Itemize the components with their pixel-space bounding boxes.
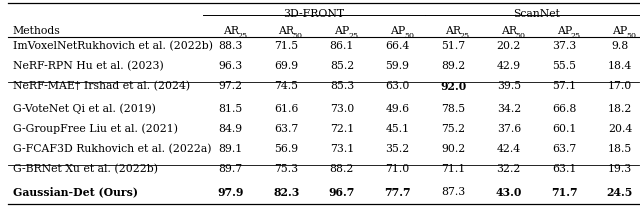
- Text: 71.5: 71.5: [275, 41, 298, 51]
- Text: 63.1: 63.1: [552, 164, 577, 174]
- Text: 97.9: 97.9: [218, 187, 244, 198]
- Text: 74.5: 74.5: [275, 81, 298, 91]
- Text: NeRF-RPN Hu et al. (2023): NeRF-RPN Hu et al. (2023): [13, 61, 164, 71]
- Text: G-FCAF3D Rukhovich et al. (2022a): G-FCAF3D Rukhovich et al. (2022a): [13, 144, 211, 154]
- Text: 19.3: 19.3: [608, 164, 632, 174]
- Text: 71.0: 71.0: [385, 164, 410, 174]
- Text: 25: 25: [348, 32, 358, 40]
- Text: 66.4: 66.4: [385, 41, 410, 51]
- Text: 66.8: 66.8: [552, 104, 577, 114]
- Text: 63.0: 63.0: [385, 81, 410, 91]
- Text: 9.8: 9.8: [611, 41, 628, 51]
- Text: AP: AP: [612, 26, 628, 36]
- Text: 55.5: 55.5: [552, 61, 577, 71]
- Text: 77.7: 77.7: [384, 187, 411, 198]
- Text: 20.4: 20.4: [608, 124, 632, 134]
- Text: G-VoteNet Qi et al. (2019): G-VoteNet Qi et al. (2019): [13, 104, 156, 114]
- Text: 96.3: 96.3: [219, 61, 243, 71]
- Text: ScanNet: ScanNet: [513, 9, 560, 19]
- Text: AP: AP: [390, 26, 405, 36]
- Text: 78.5: 78.5: [441, 104, 465, 114]
- Text: AR: AR: [445, 26, 461, 36]
- Text: 32.2: 32.2: [497, 164, 521, 174]
- Text: 57.1: 57.1: [552, 81, 577, 91]
- Text: 39.5: 39.5: [497, 81, 521, 91]
- Text: G-GroupFree Liu et al. (2021): G-GroupFree Liu et al. (2021): [13, 124, 178, 134]
- Text: 81.5: 81.5: [219, 104, 243, 114]
- Text: 92.0: 92.0: [440, 81, 467, 92]
- Text: 56.9: 56.9: [275, 144, 298, 154]
- Text: 49.6: 49.6: [385, 104, 410, 114]
- Text: 63.7: 63.7: [274, 124, 298, 134]
- Text: 50: 50: [404, 32, 414, 40]
- Text: 96.7: 96.7: [329, 187, 355, 198]
- Text: 45.1: 45.1: [385, 124, 410, 134]
- Text: 69.9: 69.9: [275, 61, 298, 71]
- Text: 34.2: 34.2: [497, 104, 521, 114]
- Text: 97.2: 97.2: [219, 81, 243, 91]
- Text: 37.3: 37.3: [552, 41, 577, 51]
- Text: 18.2: 18.2: [608, 104, 632, 114]
- Text: 20.2: 20.2: [497, 41, 521, 51]
- Text: 89.2: 89.2: [441, 61, 465, 71]
- Text: 35.2: 35.2: [385, 144, 410, 154]
- Text: 71.1: 71.1: [441, 164, 465, 174]
- Text: 88.2: 88.2: [330, 164, 354, 174]
- Text: 85.2: 85.2: [330, 61, 354, 71]
- Text: 18.5: 18.5: [608, 144, 632, 154]
- Text: 88.3: 88.3: [218, 41, 243, 51]
- Text: 75.3: 75.3: [275, 164, 298, 174]
- Text: 73.1: 73.1: [330, 144, 354, 154]
- Text: 24.5: 24.5: [607, 187, 633, 198]
- Text: 87.3: 87.3: [441, 187, 465, 197]
- Text: 3D-FRONT: 3D-FRONT: [284, 9, 345, 19]
- Text: AR: AR: [500, 26, 516, 36]
- Text: AR: AR: [278, 26, 294, 36]
- Text: 59.9: 59.9: [385, 61, 410, 71]
- Text: 18.4: 18.4: [608, 61, 632, 71]
- Text: 42.9: 42.9: [497, 61, 521, 71]
- Text: 17.0: 17.0: [608, 81, 632, 91]
- Text: 72.1: 72.1: [330, 124, 354, 134]
- Text: AP: AP: [334, 26, 349, 36]
- Text: 43.0: 43.0: [495, 187, 522, 198]
- Text: AR: AR: [223, 26, 239, 36]
- Text: 90.2: 90.2: [441, 144, 465, 154]
- Text: 51.7: 51.7: [441, 41, 465, 51]
- Text: 89.1: 89.1: [219, 144, 243, 154]
- Text: 75.2: 75.2: [441, 124, 465, 134]
- Text: NeRF-MAE† Irshad et al. (2024): NeRF-MAE† Irshad et al. (2024): [13, 81, 190, 91]
- Text: 60.1: 60.1: [552, 124, 577, 134]
- Text: 50: 50: [627, 32, 637, 40]
- Text: AP: AP: [557, 26, 572, 36]
- Text: Gaussian-Det (Ours): Gaussian-Det (Ours): [13, 187, 138, 198]
- Text: 71.7: 71.7: [551, 187, 578, 198]
- Text: G-BRNet Xu et al. (2022b): G-BRNet Xu et al. (2022b): [13, 164, 158, 174]
- Text: 61.6: 61.6: [274, 104, 298, 114]
- Text: 25: 25: [237, 32, 247, 40]
- Text: 85.3: 85.3: [330, 81, 354, 91]
- Text: 63.7: 63.7: [552, 144, 577, 154]
- Text: 73.0: 73.0: [330, 104, 354, 114]
- Text: Methods: Methods: [13, 26, 61, 36]
- Text: 82.3: 82.3: [273, 187, 300, 198]
- Text: 37.6: 37.6: [497, 124, 521, 134]
- Text: 42.4: 42.4: [497, 144, 521, 154]
- Text: 89.7: 89.7: [219, 164, 243, 174]
- Text: 50: 50: [293, 32, 303, 40]
- Text: 84.9: 84.9: [219, 124, 243, 134]
- Text: 25: 25: [571, 32, 581, 40]
- Text: ImVoxelNetRukhovich et al. (2022b): ImVoxelNetRukhovich et al. (2022b): [13, 41, 212, 51]
- Text: 86.1: 86.1: [330, 41, 354, 51]
- Text: 25: 25: [460, 32, 470, 40]
- Text: 50: 50: [515, 32, 525, 40]
